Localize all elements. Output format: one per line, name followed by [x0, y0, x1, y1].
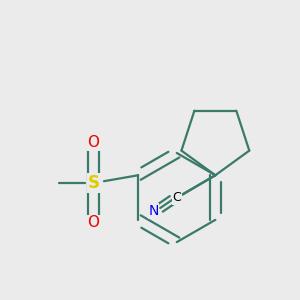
Text: S: S	[88, 174, 100, 192]
Text: N: N	[148, 204, 159, 218]
Text: O: O	[88, 135, 100, 150]
Text: C: C	[172, 191, 181, 204]
Text: O: O	[88, 215, 100, 230]
